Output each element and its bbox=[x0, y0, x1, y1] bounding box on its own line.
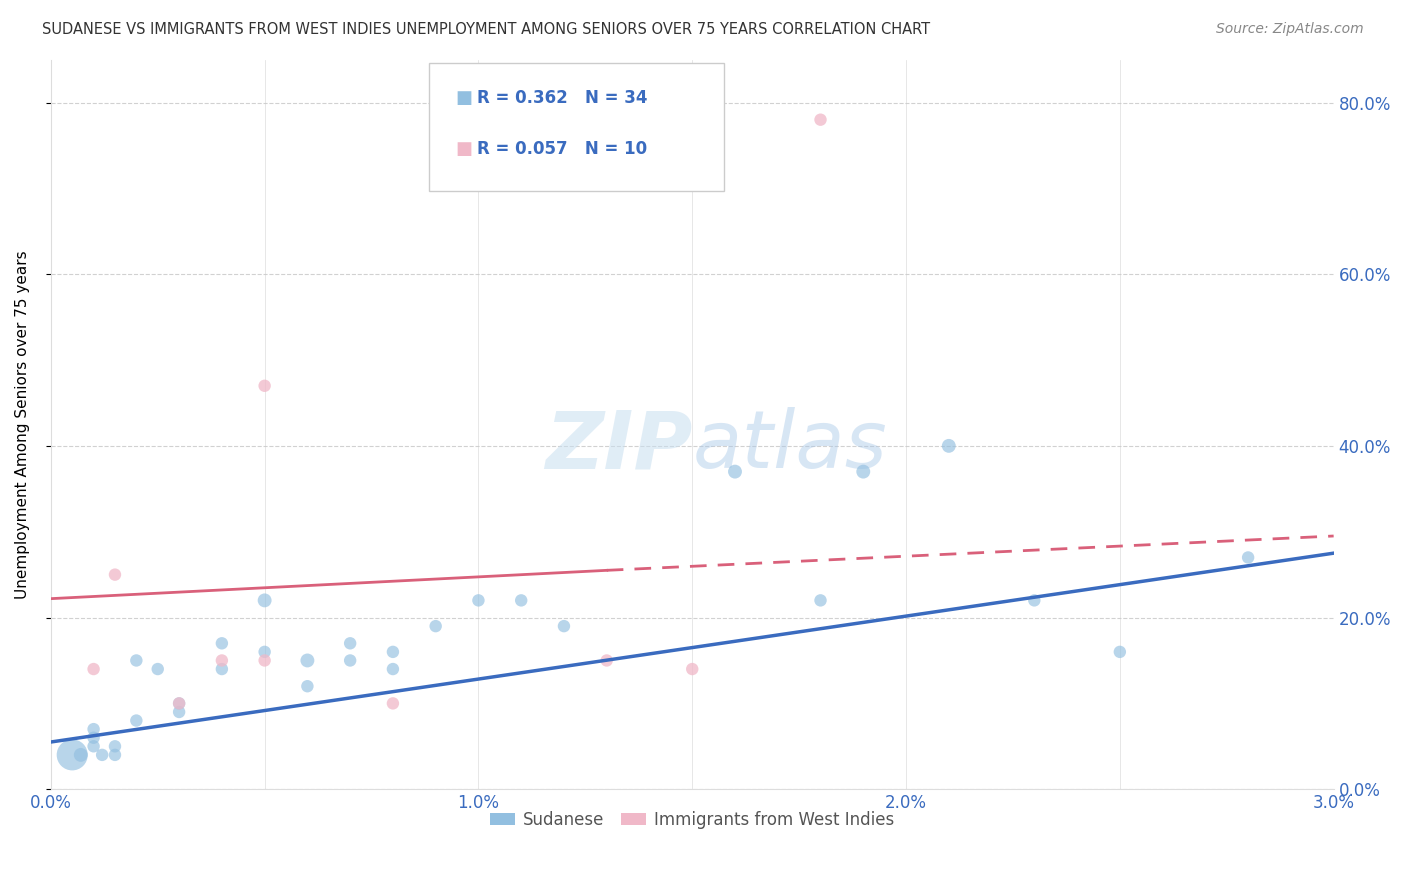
Point bbox=[297, 653, 319, 667]
Point bbox=[425, 619, 447, 633]
Text: R = 0.057   N = 10: R = 0.057 N = 10 bbox=[477, 140, 647, 159]
Point bbox=[125, 714, 148, 728]
Point bbox=[810, 593, 832, 607]
Point bbox=[83, 662, 105, 676]
Text: ■: ■ bbox=[456, 140, 472, 159]
Point bbox=[104, 747, 127, 762]
Point bbox=[1237, 550, 1260, 565]
Point bbox=[938, 439, 960, 453]
Point bbox=[60, 747, 83, 762]
Point bbox=[339, 636, 361, 650]
Point bbox=[381, 645, 404, 659]
Text: ■: ■ bbox=[456, 89, 472, 107]
Point bbox=[91, 747, 114, 762]
Point bbox=[339, 653, 361, 667]
Text: atlas: atlas bbox=[692, 408, 887, 485]
Point bbox=[167, 697, 190, 711]
Point bbox=[681, 662, 703, 676]
Point bbox=[852, 465, 875, 479]
Point bbox=[69, 747, 91, 762]
Point bbox=[596, 653, 619, 667]
Point bbox=[146, 662, 169, 676]
Point bbox=[211, 662, 233, 676]
Point bbox=[253, 645, 276, 659]
Text: R = 0.362   N = 34: R = 0.362 N = 34 bbox=[477, 89, 647, 107]
Point bbox=[104, 739, 127, 754]
Point bbox=[83, 722, 105, 736]
Point bbox=[467, 593, 489, 607]
Point bbox=[810, 112, 832, 127]
Point bbox=[167, 705, 190, 719]
Point bbox=[297, 679, 319, 693]
Point bbox=[253, 653, 276, 667]
Text: SUDANESE VS IMMIGRANTS FROM WEST INDIES UNEMPLOYMENT AMONG SENIORS OVER 75 YEARS: SUDANESE VS IMMIGRANTS FROM WEST INDIES … bbox=[42, 22, 931, 37]
Point bbox=[381, 697, 404, 711]
Point bbox=[724, 465, 747, 479]
Point bbox=[83, 731, 105, 745]
Text: Source: ZipAtlas.com: Source: ZipAtlas.com bbox=[1216, 22, 1364, 37]
Point bbox=[104, 567, 127, 582]
Point bbox=[167, 697, 190, 711]
Point bbox=[1024, 593, 1046, 607]
Text: ZIP: ZIP bbox=[546, 408, 692, 485]
Y-axis label: Unemployment Among Seniors over 75 years: Unemployment Among Seniors over 75 years bbox=[15, 250, 30, 599]
Point bbox=[125, 653, 148, 667]
Point bbox=[510, 593, 533, 607]
Point bbox=[253, 593, 276, 607]
Legend: Sudanese, Immigrants from West Indies: Sudanese, Immigrants from West Indies bbox=[484, 805, 901, 836]
FancyBboxPatch shape bbox=[429, 63, 724, 191]
Point bbox=[1108, 645, 1130, 659]
Point bbox=[553, 619, 575, 633]
Point bbox=[381, 662, 404, 676]
Point bbox=[253, 378, 276, 392]
Point bbox=[211, 653, 233, 667]
Point bbox=[83, 739, 105, 754]
Point bbox=[211, 636, 233, 650]
